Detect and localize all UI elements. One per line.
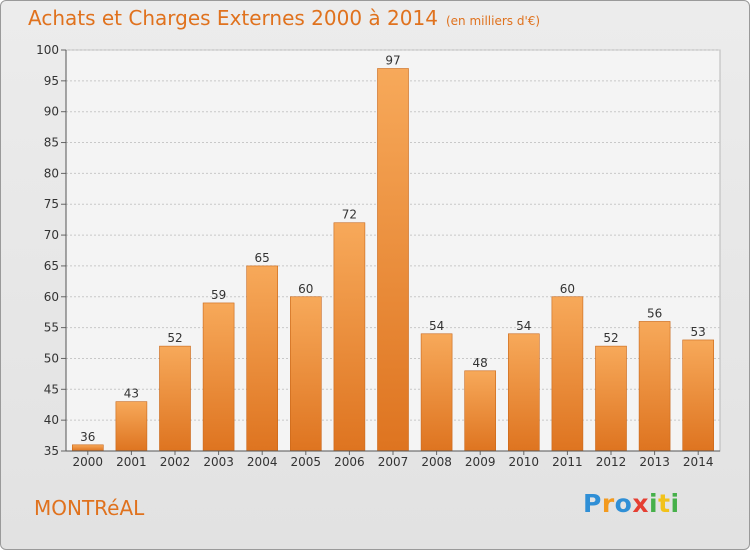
- logo-letter: o: [614, 489, 633, 518]
- logo-letter: P: [583, 489, 602, 518]
- y-tick-label: 35: [44, 444, 59, 458]
- data-label: 97: [385, 54, 400, 68]
- x-tick-label: 2011: [552, 455, 583, 469]
- x-tick-label: 2010: [509, 455, 540, 469]
- data-label: 48: [473, 356, 488, 370]
- logo-letter: i: [670, 489, 680, 518]
- x-tick-label: 2012: [596, 455, 627, 469]
- data-label: 54: [429, 319, 444, 333]
- x-tick-label: 2014: [683, 455, 714, 469]
- bar: [115, 401, 148, 452]
- bar: [595, 345, 627, 452]
- bar: [159, 345, 191, 452]
- chart-unit: (en milliers d'€): [445, 14, 541, 28]
- x-tick-label: 2001: [116, 455, 147, 469]
- y-tick-label: 60: [44, 290, 59, 304]
- y-tick-label: 65: [44, 259, 59, 273]
- data-label: 60: [560, 282, 575, 296]
- y-tick-label: 40: [44, 413, 59, 427]
- bar: [507, 333, 540, 452]
- bar: [551, 296, 584, 452]
- bar: [464, 370, 497, 452]
- bar: [638, 321, 671, 452]
- data-label: 72: [342, 208, 357, 222]
- data-label: 43: [124, 387, 139, 401]
- y-tick-label: 45: [44, 382, 59, 396]
- logo-letter: r: [601, 489, 615, 518]
- data-label: 52: [167, 331, 182, 345]
- bar: [289, 296, 322, 452]
- data-label: 36: [80, 430, 95, 444]
- data-label: 54: [516, 319, 531, 333]
- bar: [333, 222, 366, 452]
- x-tick-label: 2013: [639, 455, 670, 469]
- logo-letter: i: [649, 489, 659, 518]
- bar: [202, 302, 235, 452]
- x-tick-label: 2003: [203, 455, 234, 469]
- x-tick-label: 2008: [421, 455, 452, 469]
- x-tick-label: 2000: [73, 455, 104, 469]
- bar: [420, 333, 453, 452]
- chart-title: Achats et Charges Externes 2000 à 2014 (e…: [28, 6, 540, 30]
- y-tick-label: 50: [44, 351, 59, 365]
- x-tick-label: 2006: [334, 455, 365, 469]
- x-tick-label: 2004: [247, 455, 278, 469]
- data-label: 59: [211, 288, 226, 302]
- city-name: MONTRéAL: [34, 496, 145, 520]
- x-tick-label: 2009: [465, 455, 496, 469]
- y-tick-label: 90: [44, 105, 59, 119]
- chart-title-text: Achats et Charges Externes 2000 à 2014: [28, 6, 438, 30]
- bar: [682, 339, 715, 452]
- x-tick-label: 2007: [378, 455, 409, 469]
- proxiti-logo[interactable]: Proxiti: [583, 489, 680, 518]
- x-tick-label: 2002: [160, 455, 191, 469]
- data-label: 65: [255, 251, 270, 265]
- data-label: 56: [647, 306, 662, 320]
- y-tick-label: 95: [44, 74, 59, 88]
- bar: [246, 265, 278, 452]
- data-label: 52: [603, 331, 618, 345]
- data-label: 60: [298, 282, 313, 296]
- bar: [377, 68, 409, 452]
- y-tick-label: 70: [44, 228, 59, 242]
- y-tick-label: 55: [44, 321, 59, 335]
- logo-letter: t: [658, 489, 671, 518]
- logo-letter: x: [632, 489, 649, 518]
- y-tick-label: 85: [44, 136, 59, 150]
- data-label: 53: [691, 325, 706, 339]
- y-tick-label: 100: [36, 43, 59, 57]
- y-tick-label: 80: [44, 166, 59, 180]
- bar: [72, 444, 104, 452]
- x-tick-label: 2005: [291, 455, 322, 469]
- y-tick-label: 75: [44, 197, 59, 211]
